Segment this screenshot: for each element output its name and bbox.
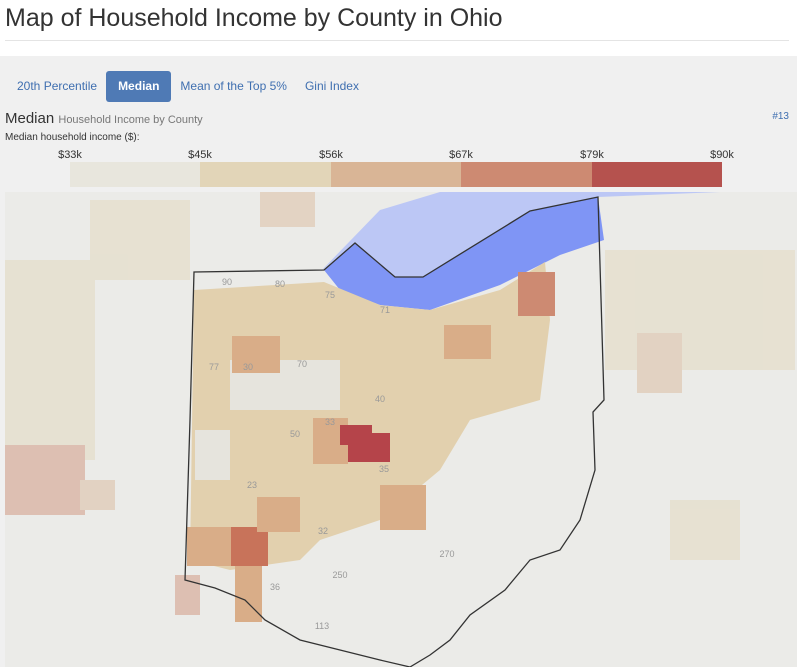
highway-label: 40 [375, 394, 385, 404]
highway-label: 36 [270, 582, 280, 592]
highway-label: 33 [325, 417, 335, 427]
county-warren [231, 527, 268, 566]
county-delaware [340, 425, 390, 462]
section-title: Median Household Income by County [5, 110, 203, 127]
legend-color-bin [70, 162, 201, 187]
highway-label: 30 [243, 362, 253, 372]
legend-color-bin [200, 162, 331, 187]
lake-erie [324, 197, 604, 310]
highway-label: 71 [380, 305, 390, 315]
tab-gini-index[interactable]: Gini Index [304, 79, 359, 93]
legend-tick: $79k [580, 149, 604, 161]
rank-link[interactable]: #13 [772, 111, 789, 122]
choropleth-map[interactable]: 90 80 75 71 70 77 30 33 40 35 50 23 32 270 250 36 113 [5, 192, 797, 667]
tab-20th-percentile[interactable]: 20th Percentile [17, 79, 98, 93]
highway-label: 70 [297, 359, 307, 369]
highway-label: 50 [290, 429, 300, 439]
ohio-outline [184, 196, 605, 667]
tab-median[interactable]: Median [106, 71, 172, 102]
highway-label: 77 [209, 362, 219, 372]
highway-label: 250 [332, 570, 347, 580]
highway-label: 23 [247, 480, 257, 490]
highway-label: 80 [275, 279, 285, 289]
divider [5, 40, 789, 41]
section-subtitle: Household Income by County [58, 114, 203, 126]
tab-mean-top-5[interactable]: Mean of the Top 5% [180, 79, 287, 93]
neighbor-states [5, 192, 795, 615]
page-title: Map of Household Income by County in Ohi… [5, 4, 503, 32]
highway-label: 32 [318, 526, 328, 536]
section-title-text: Median [5, 110, 55, 127]
legend-color-scale [70, 162, 723, 187]
highway-label: 35 [379, 464, 389, 474]
legend-tick: $33k [58, 149, 82, 161]
metric-tabs: 20th Percentile Median Mean of the Top 5… [8, 71, 368, 102]
highway-label: 113 [315, 621, 329, 631]
highway-label: 270 [439, 549, 454, 559]
legend-color-bin [461, 162, 592, 187]
legend-tick: $45k [188, 149, 212, 161]
legend-tick: $67k [449, 149, 473, 161]
legend-tick: $90k [710, 149, 734, 161]
legend-color-bin [330, 162, 462, 187]
lake-erie-outer [320, 192, 720, 277]
legend-tick: $56k [319, 149, 343, 161]
legend-color-bin [591, 162, 723, 187]
ohio-counties [187, 262, 555, 622]
map-panel: 20th Percentile Median Mean of the Top 5… [0, 56, 797, 667]
highway-label: 90 [222, 277, 232, 287]
highway-label: 75 [325, 290, 335, 300]
county-lake-geauga [518, 272, 555, 316]
highway-markers: 90 80 75 71 70 77 30 33 40 35 50 23 32 270 250 36 113 [209, 277, 455, 631]
legend-label: Median household income ($): [5, 132, 140, 143]
